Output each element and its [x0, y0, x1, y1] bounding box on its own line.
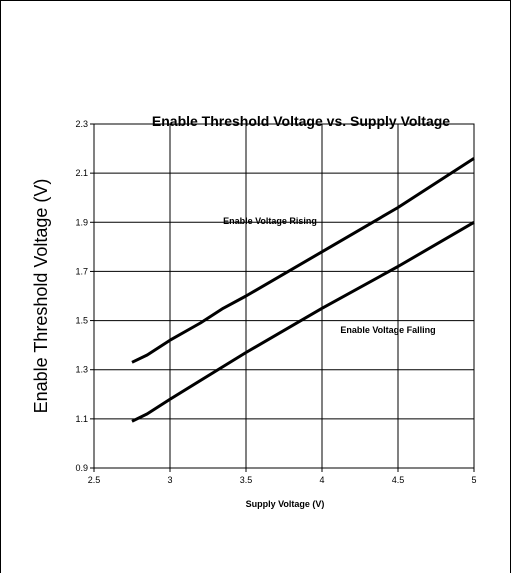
y-tick-label: 0.9	[75, 463, 88, 473]
grid	[94, 124, 474, 468]
x-tick-label: 3	[167, 475, 172, 485]
y-axis-ticks: 0.9 1.1 1.3 1.5 1.7 1.9 2.1 2.3	[75, 119, 94, 473]
series-line-falling	[131, 221, 475, 423]
x-axis-label: Supply Voltage (V)	[246, 499, 325, 509]
y-tick-label: 1.1	[75, 414, 88, 424]
series-line-rising	[131, 157, 475, 364]
plot-area	[93, 123, 475, 469]
x-tick-label: 5	[471, 475, 476, 485]
x-tick-label: 4	[319, 475, 324, 485]
y-tick-label: 1.7	[75, 266, 88, 276]
x-axis-ticks: 2.5 3 3.5 4 4.5 5	[88, 468, 477, 485]
x-tick-label: 3.5	[240, 475, 253, 485]
x-tick-label: 4.5	[392, 475, 405, 485]
y-tick-label: 1.9	[75, 217, 88, 227]
y-tick-label: 2.3	[75, 119, 88, 129]
x-tick-label: 2.5	[88, 475, 101, 485]
y-tick-label: 1.5	[75, 316, 88, 326]
chart-title: Enable Threshold Voltage vs. Supply Volt…	[152, 113, 450, 129]
y-tick-label: 1.3	[75, 365, 88, 375]
annotation-rising: Enable Voltage Rising	[223, 216, 317, 226]
series-lines	[131, 157, 475, 423]
annotation-falling: Enable Voltage Falling	[340, 325, 435, 335]
y-axis-label: Enable Threshold Voltage (V)	[31, 179, 51, 414]
y-tick-label: 2.1	[75, 168, 88, 178]
